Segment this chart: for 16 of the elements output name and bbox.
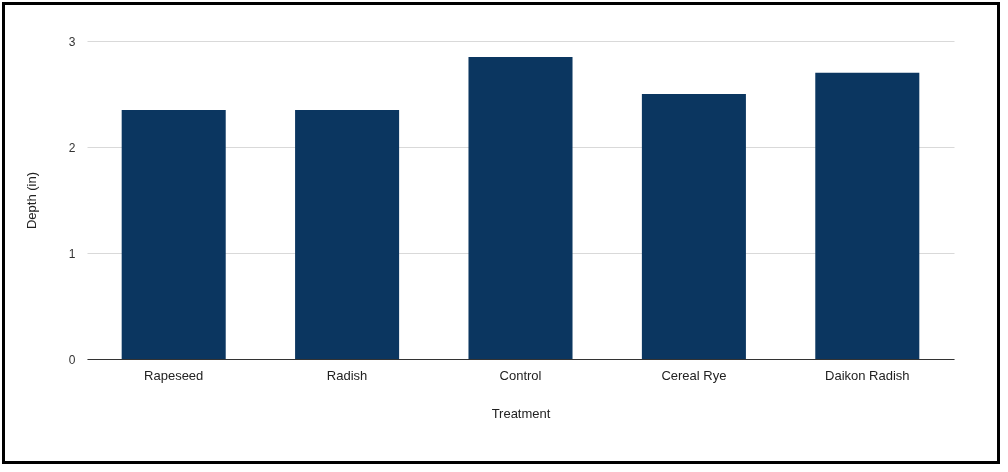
bar <box>468 56 573 359</box>
bar <box>815 72 920 359</box>
x-tick-label: Cereal Rye <box>661 367 727 383</box>
bar <box>641 94 746 359</box>
x-tick-label: Daikon Radish <box>825 367 910 383</box>
x-tick-label: Control <box>499 367 542 383</box>
x-tick-label: Rapeseed <box>144 367 204 383</box>
y-axis-title: Depth (in) <box>23 171 39 230</box>
bar <box>121 109 226 359</box>
y-tick-label: 2 <box>68 140 76 155</box>
x-tick-label: Radish <box>326 367 368 383</box>
y-tick-label: 3 <box>68 34 76 49</box>
y-tick-label: 0 <box>68 352 76 367</box>
bar <box>295 109 400 359</box>
x-axis-title: Treatment <box>491 405 551 421</box>
y-tick-label: 1 <box>68 246 76 261</box>
